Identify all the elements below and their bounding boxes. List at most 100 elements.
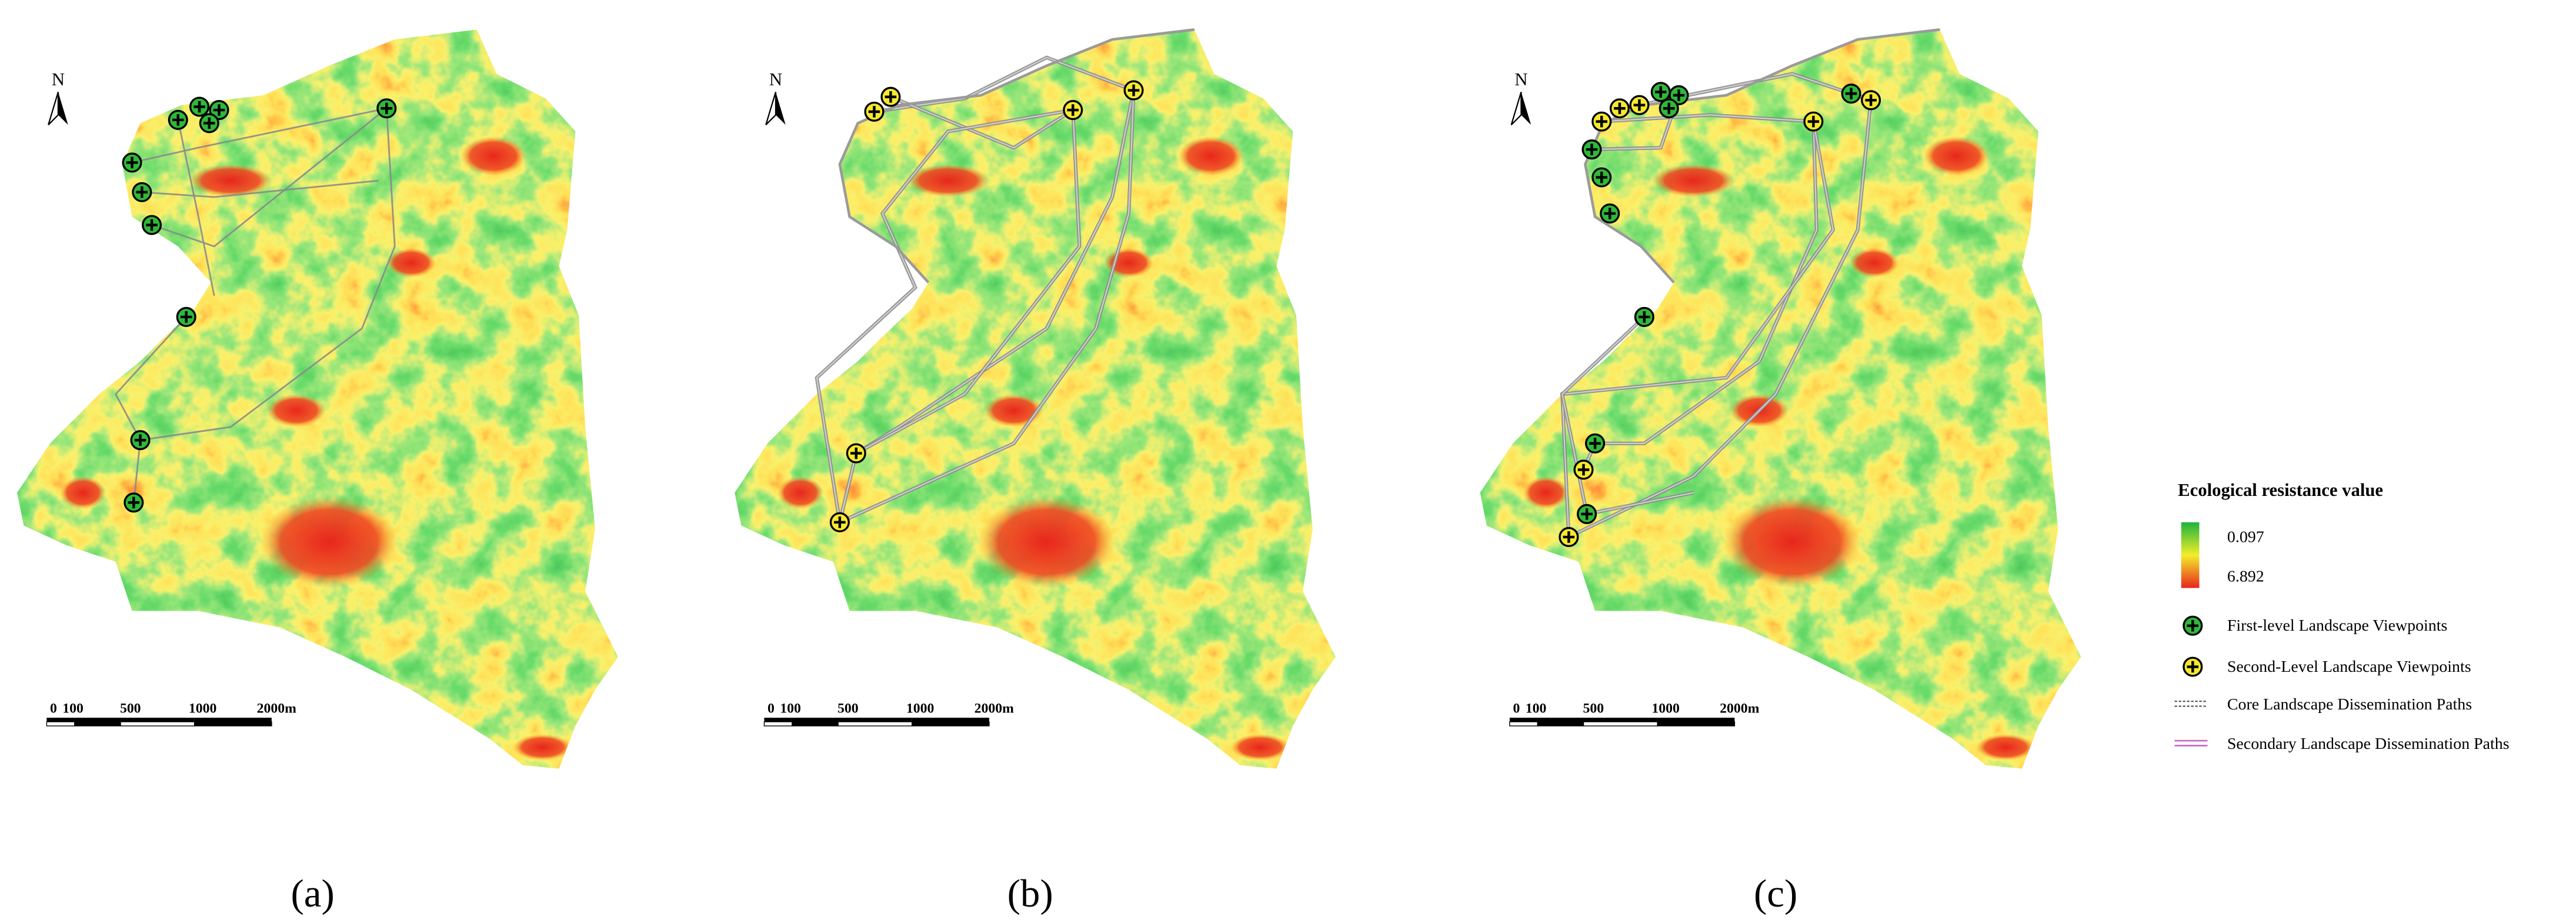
scale-segment bbox=[74, 718, 121, 722]
north-arrow bbox=[48, 92, 59, 125]
dissemination-path bbox=[151, 108, 388, 248]
scale-label: 100 bbox=[1526, 701, 1547, 717]
viewpoint-cross bbox=[193, 101, 205, 113]
map-panel: N 0 100 500 1000 2000m (c) bbox=[1480, 28, 2081, 915]
viewpoint-cross bbox=[1596, 115, 1608, 128]
scale-segment bbox=[1509, 721, 1539, 727]
scale-segment bbox=[792, 721, 839, 727]
scale-segment bbox=[764, 718, 792, 722]
viewpoint-cross bbox=[850, 447, 862, 459]
resistance-surface bbox=[17, 29, 618, 769]
viewpoint-cross bbox=[1586, 144, 1598, 155]
high-resistance-zone bbox=[266, 394, 326, 427]
north-arrow bbox=[1510, 92, 1522, 125]
viewpoint-cross bbox=[885, 91, 897, 103]
map-panel: N 0 100 500 1000 2000m (a) bbox=[17, 29, 618, 915]
viewpoint-cross bbox=[1633, 99, 1646, 111]
scale-label: 500 bbox=[837, 701, 859, 717]
viewpoint-cross bbox=[128, 497, 140, 509]
scale-segment bbox=[74, 721, 121, 727]
scale-segment bbox=[1537, 718, 1584, 722]
scale-label: 100 bbox=[62, 701, 84, 717]
scale-segment bbox=[194, 718, 272, 722]
scale-segment bbox=[1657, 721, 1736, 727]
viewpoint-cross bbox=[1807, 115, 1820, 128]
high-resistance-zone bbox=[1723, 496, 1861, 588]
viewpoint-cross bbox=[2187, 661, 2199, 673]
scale-label: 2000m bbox=[1720, 701, 1759, 717]
high-resistance-zone bbox=[1652, 164, 1735, 198]
high-resistance-zone bbox=[977, 496, 1116, 588]
north-arrow bbox=[765, 92, 777, 125]
viewpoint-cross bbox=[1614, 102, 1626, 115]
scale-label: 2000m bbox=[257, 701, 296, 717]
viewpoint-cross bbox=[172, 114, 184, 126]
scale-segment bbox=[763, 721, 793, 727]
high-resistance-zone bbox=[907, 164, 989, 198]
high-resistance-zone bbox=[777, 476, 823, 509]
viewpoint-cross bbox=[1663, 102, 1675, 115]
dissemination-path-inner bbox=[1568, 73, 1872, 538]
north-label: N bbox=[52, 69, 65, 89]
scale-label: 2000m bbox=[975, 701, 1014, 717]
scale-segment bbox=[837, 721, 913, 727]
scale-label: 500 bbox=[1583, 701, 1604, 717]
viewpoint-cross bbox=[136, 186, 148, 198]
panel-label: (c) bbox=[1754, 872, 1797, 915]
dissemination-path bbox=[142, 179, 379, 198]
viewpoint-cross bbox=[2187, 619, 2199, 632]
north-label: N bbox=[769, 69, 782, 89]
north-arrow bbox=[775, 92, 786, 125]
scale-label: 0 bbox=[50, 701, 57, 717]
high-resistance-zone bbox=[260, 496, 398, 588]
terrain bbox=[17, 29, 618, 769]
panel-label: (a) bbox=[291, 872, 334, 915]
scale-segment bbox=[120, 721, 195, 727]
color-ramp bbox=[2181, 522, 2200, 588]
viewpoint-cross bbox=[1639, 311, 1650, 323]
high-resistance-zone bbox=[59, 476, 106, 509]
legend: Ecological resistance value 0.097 6.892 … bbox=[2174, 480, 2510, 753]
high-resistance-zone bbox=[1849, 248, 1899, 278]
scale-segment bbox=[46, 721, 75, 727]
viewpoint-cross bbox=[1127, 84, 1140, 96]
scale-label: 1000 bbox=[1651, 701, 1679, 717]
high-resistance-zone bbox=[1976, 734, 2036, 761]
scale-segment bbox=[1537, 721, 1584, 727]
high-resistance-zone bbox=[460, 136, 526, 176]
viewpoint-cross bbox=[203, 117, 215, 129]
viewpoint-cross bbox=[134, 434, 146, 446]
north-arrow bbox=[58, 92, 68, 125]
viewpoint-cross bbox=[1654, 86, 1667, 98]
north-label: N bbox=[1514, 69, 1527, 89]
viewpoint-cross bbox=[1604, 208, 1616, 219]
scale-label: 500 bbox=[120, 701, 141, 717]
resistance-surface bbox=[735, 29, 1336, 769]
scale-segment bbox=[912, 718, 989, 722]
scale-segment bbox=[838, 718, 912, 722]
high-resistance-zone bbox=[984, 394, 1044, 427]
dissemination-path-inner bbox=[1561, 316, 1694, 515]
scale-segment bbox=[121, 718, 195, 722]
viewpoint-cross bbox=[1865, 94, 1877, 106]
high-resistance-zone bbox=[513, 734, 572, 761]
scale-label: 100 bbox=[780, 701, 801, 717]
high-resistance-zone bbox=[1230, 734, 1290, 761]
viewpoint-cross bbox=[1845, 88, 1857, 99]
legend-item: Secondary Landscape Dissemination Paths bbox=[2227, 735, 2510, 753]
viewpoint-cross bbox=[213, 104, 225, 116]
viewpoint-cross bbox=[1563, 531, 1575, 543]
map-panel: N 0 100 500 1000 2000m (b) bbox=[735, 28, 1336, 915]
viewpoint-cross bbox=[1067, 104, 1079, 116]
viewpoint-cross bbox=[180, 311, 192, 323]
high-resistance-zone bbox=[189, 164, 272, 198]
scale-label: 1000 bbox=[906, 701, 934, 717]
viewpoint-cross bbox=[381, 102, 393, 115]
scale-segment bbox=[1583, 721, 1658, 727]
legend-item: First-level Landscape Viewpoints bbox=[2227, 617, 2447, 635]
scale-label: 0 bbox=[1513, 701, 1520, 717]
scale-segment bbox=[1583, 718, 1658, 722]
dissemination-path bbox=[177, 119, 215, 296]
